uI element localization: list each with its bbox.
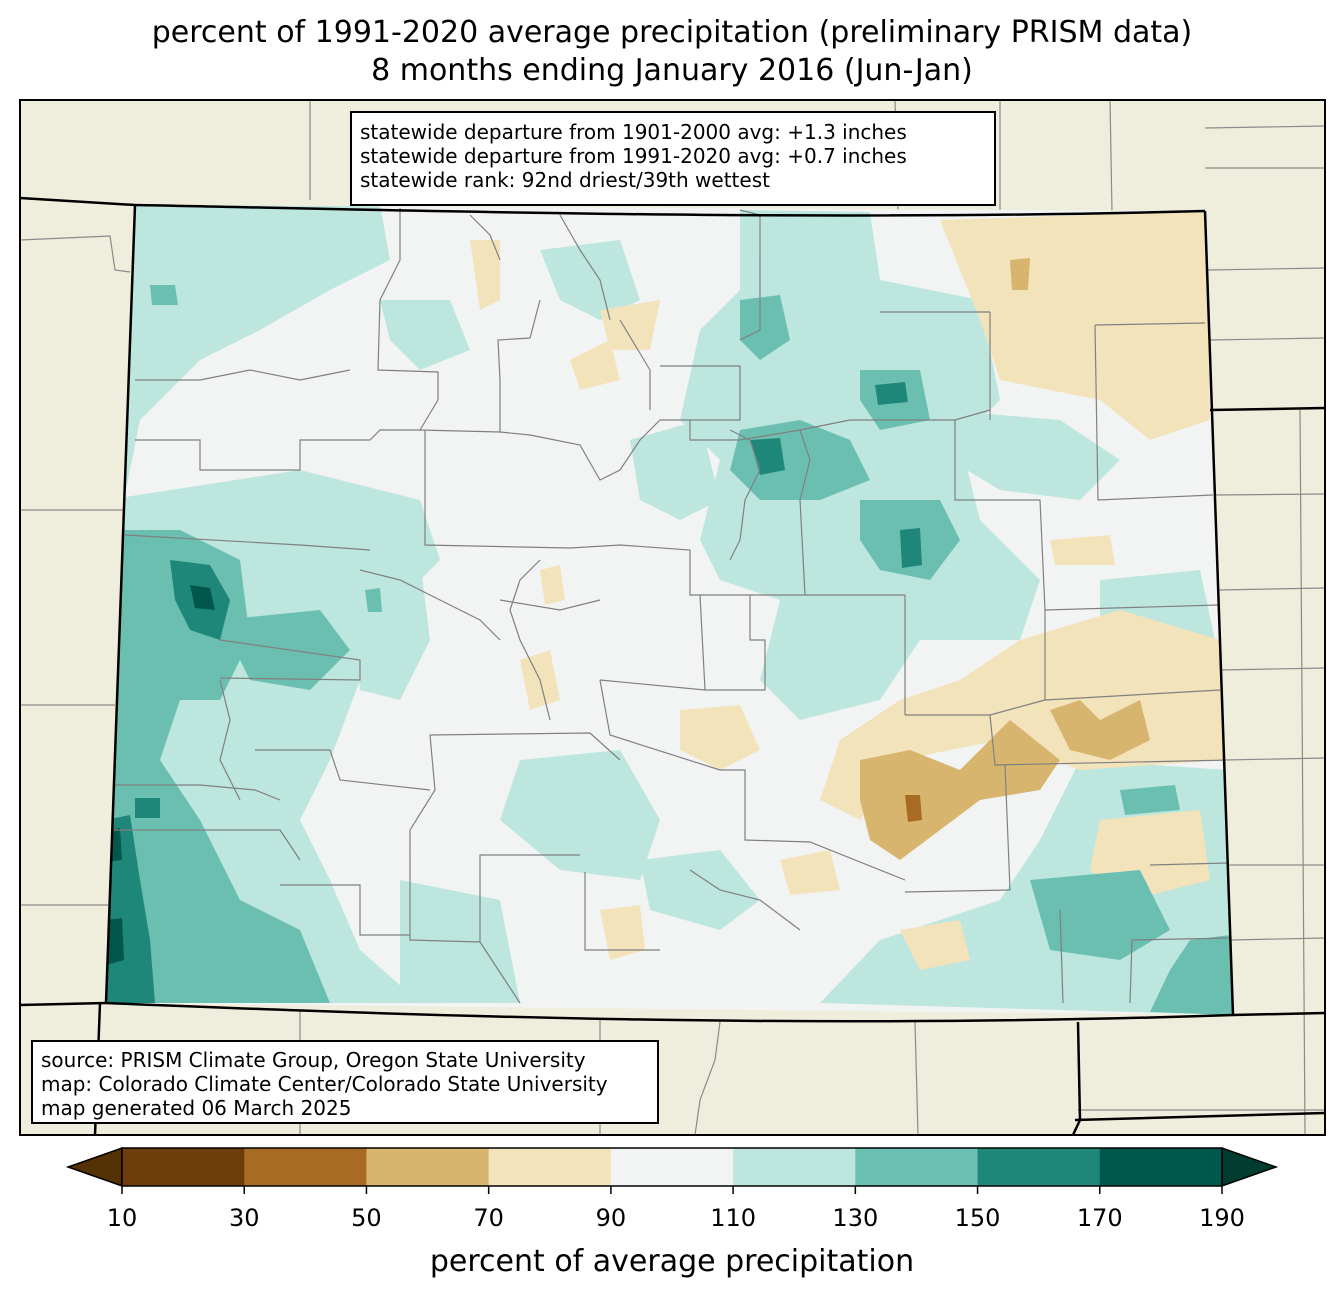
colorbar-swatch [733, 1148, 856, 1186]
colorbar-swatch [244, 1148, 367, 1186]
colorbar-swatch [855, 1148, 979, 1186]
source-box: source: PRISM Climate Group, Oregon Stat… [31, 1040, 659, 1124]
source-line-2: map: Colorado Climate Center/Colorado St… [41, 1072, 608, 1096]
colorbar [65, 1146, 1279, 1194]
colorbar-swatch [488, 1148, 612, 1186]
colorbar-tick-label: 70 [473, 1204, 504, 1232]
precipitation-contours [106, 205, 1233, 1015]
colorbar-tick-label: 170 [1076, 1204, 1123, 1232]
colorbar-tick-label: 190 [1199, 1204, 1245, 1232]
colorbar-under-arrow [65, 1146, 123, 1188]
colorbar-label: percent of average precipitation [429, 1244, 915, 1279]
colorbar-swatch [122, 1148, 245, 1186]
colorbar-tick-label: 110 [710, 1204, 757, 1232]
colorbar-tick-label: 10 [106, 1204, 138, 1232]
county-lines [110, 208, 1232, 1004]
state-borders [19, 196, 1326, 1136]
colorbar-swatch [610, 1148, 734, 1186]
colorbar-tick-label: 30 [228, 1204, 260, 1232]
stats-line-1: statewide departure from 1901-2000 avg: … [360, 120, 907, 144]
map-frame [19, 99, 1326, 1136]
colorbar-tick-label: 130 [832, 1204, 879, 1232]
statewide-stats-box: statewide departure from 1901-2000 avg: … [350, 111, 996, 206]
stats-line-3: statewide rank: 92nd driest/39th wettest [360, 168, 770, 192]
source-line-1: source: PRISM Climate Group, Oregon Stat… [41, 1048, 586, 1072]
colorbar-swatch [977, 1148, 1101, 1186]
colorbar-swatch [1099, 1148, 1223, 1186]
colorbar-swatch [366, 1148, 490, 1186]
map-title-line2: 8 months ending January 2016 (Jun-Jan) [371, 53, 973, 88]
colorbar-over-arrow [1221, 1146, 1279, 1188]
stats-line-2: statewide departure from 1991-2020 avg: … [360, 144, 907, 168]
colorbar-tick-label: 50 [351, 1204, 382, 1232]
colorbar-tick-label: 90 [595, 1204, 627, 1232]
colorbar-tick-label: 150 [954, 1204, 1001, 1232]
map-title-line1: percent of 1991-2020 average precipitati… [151, 15, 1193, 50]
source-line-3: map generated 06 March 2025 [41, 1096, 352, 1120]
